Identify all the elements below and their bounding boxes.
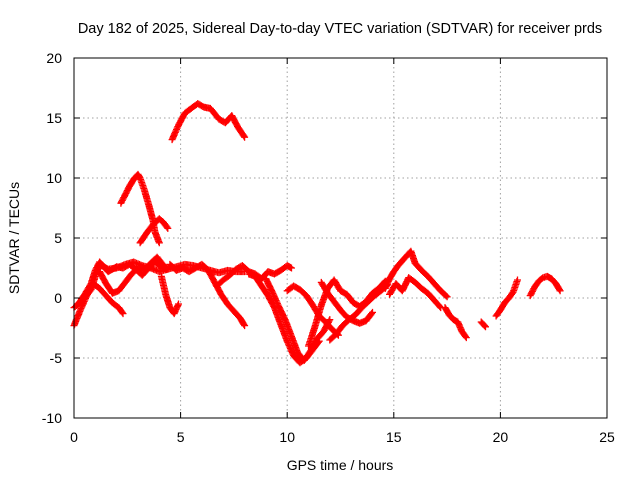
chart-title: Day 182 of 2025, Sidereal Day-to-day VTE… (78, 21, 602, 37)
x-tick-label: 15 (386, 429, 402, 445)
grid-lines (74, 58, 607, 418)
y-tick-label: 5 (54, 230, 62, 246)
data-point (462, 334, 470, 342)
data-point (481, 322, 489, 330)
y-tick-label: -10 (42, 410, 62, 426)
data-point (326, 316, 334, 324)
data-point (555, 286, 563, 294)
series-arc-t (477, 318, 489, 331)
data-point (241, 133, 249, 141)
series-arc-r (386, 274, 445, 312)
series-arc-o (317, 278, 376, 327)
data-markers (70, 100, 564, 367)
axis-ticks: 0 5 10 15 20 25 -10 -5 0 5 10 15 20 (42, 50, 615, 445)
x-tick-label: 20 (493, 429, 509, 445)
data-point (164, 265, 172, 273)
series-arc-v (526, 272, 564, 300)
series-arc-g (157, 272, 182, 318)
data-point (163, 223, 171, 231)
data-point (436, 303, 444, 311)
x-tick-label: 5 (177, 429, 185, 445)
y-tick-label: 15 (46, 110, 62, 126)
data-point (368, 310, 376, 318)
data-point (118, 308, 126, 316)
x-tick-label: 10 (279, 429, 295, 445)
data-point (164, 224, 172, 232)
data-point (556, 287, 564, 295)
series-arc-i (166, 260, 249, 330)
data-point (369, 308, 376, 316)
series-arc-h (168, 100, 249, 144)
y-tick-label: 0 (54, 290, 62, 306)
series-arc-j (213, 262, 295, 290)
data-point (288, 264, 295, 272)
data-point (482, 323, 489, 331)
y-tick-label: 20 (46, 50, 62, 66)
series-arc-q (381, 247, 451, 301)
series-arc-c (74, 258, 170, 308)
series-arc-p (326, 281, 391, 344)
x-tick-label: 25 (599, 429, 615, 445)
series-arc-u (492, 276, 521, 320)
data-point (240, 320, 248, 328)
series-arc-d (96, 253, 172, 297)
data-point (175, 300, 182, 308)
data-point (514, 276, 521, 284)
x-tick-label: 0 (70, 429, 78, 445)
series-arc-s (441, 304, 470, 342)
y-axis-label: SDTVAR / TECUs (6, 182, 22, 294)
data-point (443, 293, 451, 301)
data-point (442, 292, 450, 300)
data-point (461, 332, 469, 340)
series-arc-f (136, 215, 172, 247)
data-point (241, 322, 249, 330)
data-point (240, 132, 248, 140)
data-point (163, 264, 171, 272)
x-axis-label: GPS time / hours (287, 457, 394, 473)
y-tick-label: 10 (46, 170, 62, 186)
data-point (119, 310, 127, 318)
data-point (155, 239, 163, 247)
y-tick-label: -5 (50, 350, 63, 366)
